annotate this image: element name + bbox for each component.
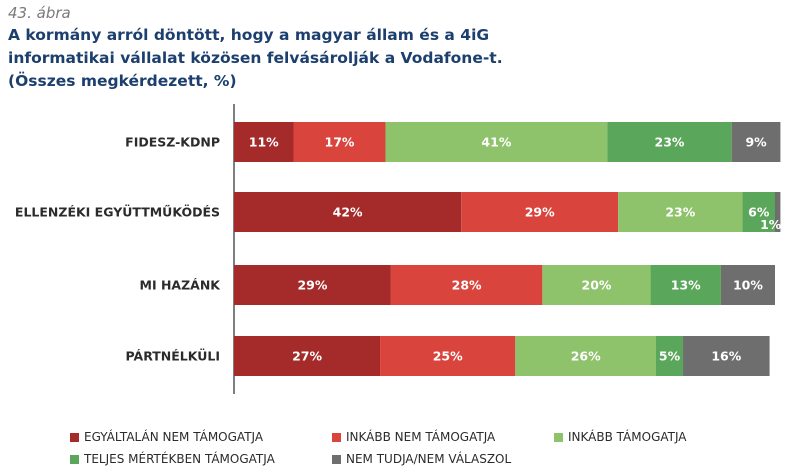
data-label: 16% bbox=[711, 349, 741, 364]
data-label: 27% bbox=[292, 349, 322, 364]
bar-segment bbox=[385, 122, 608, 162]
data-label: 20% bbox=[582, 278, 612, 293]
legend-item: TELJES MÉRTÉKBEN TÁMOGATJA bbox=[70, 452, 275, 466]
bar-segment bbox=[720, 265, 775, 305]
data-label: 23% bbox=[665, 205, 695, 220]
data-label: 23% bbox=[655, 135, 685, 150]
legend-swatch bbox=[332, 432, 341, 442]
data-label: 6% bbox=[748, 205, 770, 220]
legend-swatch bbox=[332, 454, 341, 464]
data-label: 17% bbox=[325, 135, 355, 150]
bar-segment bbox=[234, 336, 381, 376]
figure-number: 43. ábra bbox=[8, 4, 71, 22]
chart-legend: EGYÁLTALÁN NEM TÁMOGATJA INKÁBB NEM TÁMOG… bbox=[70, 430, 790, 472]
bar-segment bbox=[293, 122, 386, 162]
legend-label: TELJES MÉRTÉKBEN TÁMOGATJA bbox=[84, 452, 275, 466]
bar-segment bbox=[515, 336, 656, 376]
bar-segment bbox=[775, 192, 781, 232]
data-label: 26% bbox=[571, 349, 601, 364]
stacked-bar-chart: FIDESZ-KDNP 11% 17% 41% 23% 9% ELLENZÉKI EGYÜT… bbox=[15, 104, 782, 394]
data-label: 25% bbox=[433, 349, 463, 364]
bar-segment bbox=[742, 192, 775, 232]
data-label: 1% bbox=[760, 217, 782, 232]
bar-segment bbox=[650, 265, 721, 305]
bar-segment bbox=[461, 192, 619, 232]
category-label: PÁRTNÉLKÜLI bbox=[126, 349, 220, 364]
data-label: 9% bbox=[745, 135, 767, 150]
legend-swatch bbox=[70, 454, 79, 464]
data-label: 13% bbox=[671, 278, 701, 293]
legend-label: INKÁBB NEM TÁMOGATJA bbox=[346, 430, 496, 444]
bar-segment bbox=[380, 336, 516, 376]
bar-segment bbox=[390, 265, 543, 305]
bar-segment bbox=[234, 265, 391, 305]
bar-segment bbox=[234, 122, 294, 162]
legend-item: INKÁBB TÁMOGATJA bbox=[554, 430, 687, 444]
bar-segment bbox=[542, 265, 651, 305]
category-label: ELLENZÉKI EGYÜTTMŰKÖDÉS bbox=[15, 205, 220, 220]
data-label: 11% bbox=[249, 135, 279, 150]
legend-swatch bbox=[70, 432, 79, 442]
legend-label: INKÁBB TÁMOGATJA bbox=[568, 430, 687, 444]
legend-item: EGYÁLTALÁN NEM TÁMOGATJA bbox=[70, 430, 263, 444]
data-label: 28% bbox=[452, 278, 482, 293]
bar-segment bbox=[683, 336, 770, 376]
legend-item: INKÁBB NEM TÁMOGATJA bbox=[332, 430, 495, 444]
bar-segment bbox=[655, 336, 684, 376]
chart-title: A kormány arról döntött, hogy a magyar á… bbox=[8, 26, 503, 90]
bar-segment bbox=[234, 192, 462, 232]
data-label: 42% bbox=[333, 205, 363, 220]
data-label: 10% bbox=[733, 278, 763, 293]
data-label: 29% bbox=[297, 278, 327, 293]
legend-item: NEM TUDJA/NEM VÁLASZOL bbox=[332, 452, 511, 466]
data-label: 29% bbox=[525, 205, 555, 220]
data-label: 5% bbox=[659, 349, 681, 364]
legend-swatch bbox=[554, 432, 563, 442]
category-label: MI HAZÁNK bbox=[140, 278, 222, 293]
bar-segment bbox=[618, 192, 743, 232]
data-label: 41% bbox=[481, 135, 511, 150]
bar-segment bbox=[731, 122, 781, 162]
legend-label: EGYÁLTALÁN NEM TÁMOGATJA bbox=[84, 430, 264, 444]
category-label: FIDESZ-KDNP bbox=[125, 135, 220, 150]
bar-segment bbox=[607, 122, 732, 162]
legend-label: NEM TUDJA/NEM VÁLASZOL bbox=[346, 452, 512, 466]
